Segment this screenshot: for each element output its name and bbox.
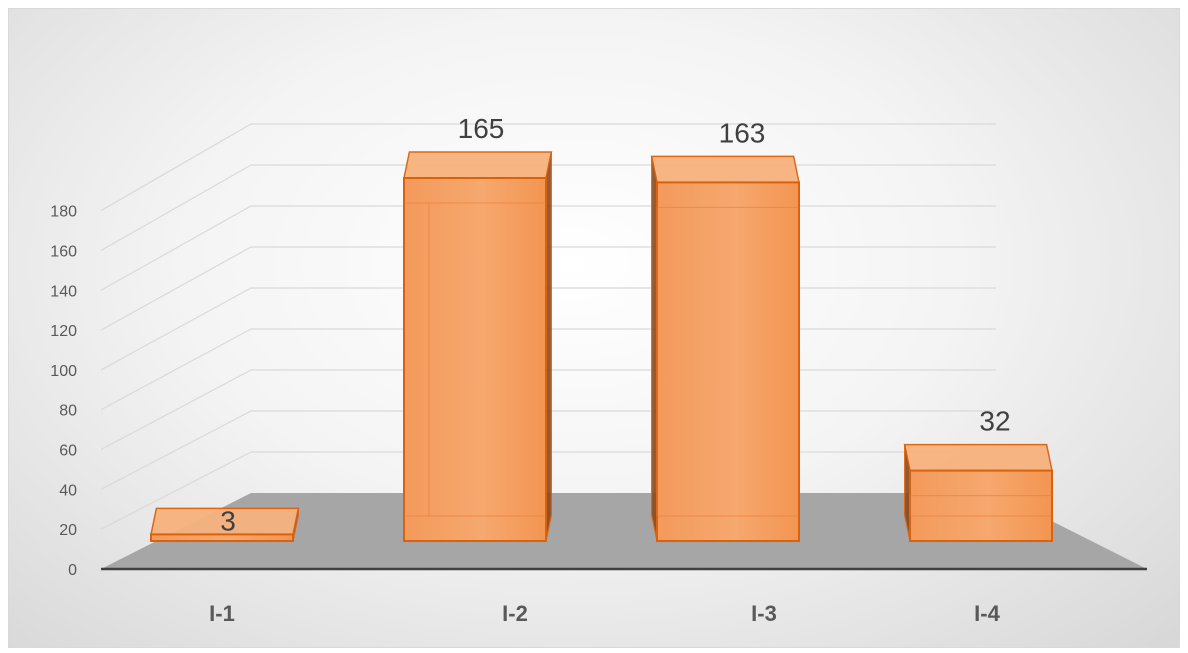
y-tick-label: 0 (68, 562, 77, 579)
y-tick-label: 160 (50, 243, 77, 260)
bar-top-face (403, 151, 553, 179)
bar-I-4 (903, 443, 1053, 543)
labels: 3 I-1 165 I-2 163 I-3 32 I-4 (209, 113, 1010, 626)
x-tick-label: I-2 (502, 601, 528, 626)
bar-chart: 0 20 40 60 80 100 120 140 160 180 3 I-1 165 I-2 163 I-… (50, 113, 1147, 626)
bar-front-face (656, 181, 800, 542)
axes: 0 20 40 60 80 100 120 140 160 180 (50, 204, 1147, 579)
bar-top-face (650, 155, 800, 184)
gridline-side (100, 410, 252, 490)
y-tick-label: 60 (59, 443, 77, 460)
x-tick-label: I-4 (974, 601, 1000, 626)
x-tick-label: I-1 (209, 601, 235, 626)
y-tick-label: 80 (59, 403, 77, 420)
gridline-side (100, 205, 252, 291)
chart-area: 0 20 40 60 80 100 120 140 160 180 3 I-1 165 I-2 163 I-… (8, 8, 1180, 648)
chart-floor (101, 493, 1147, 569)
gridline-side (100, 287, 252, 371)
bars (150, 151, 1053, 543)
x-tick-label: I-3 (751, 601, 777, 626)
gridline-side (100, 451, 252, 530)
data-label: 165 (458, 113, 505, 144)
bar-I-1 (150, 507, 300, 543)
bar-I-2 (403, 151, 553, 542)
y-tick-label: 100 (50, 363, 77, 380)
y-tick-label: 140 (50, 283, 77, 300)
floor-plane (101, 493, 1147, 569)
data-label: 32 (979, 406, 1010, 437)
bar-top-face (903, 443, 1053, 472)
data-label: 163 (719, 117, 766, 148)
y-tick-label: 20 (59, 522, 77, 539)
bar-front-face (909, 469, 1053, 543)
gridline-side (100, 328, 252, 411)
gridlines (100, 123, 996, 530)
gridline-side (100, 369, 252, 451)
bar-front-face (403, 177, 547, 542)
gridline-side (100, 123, 252, 212)
y-tick-label: 40 (59, 482, 77, 499)
bar-I-3 (650, 155, 800, 542)
gridline-side (100, 164, 252, 251)
data-label: 3 (220, 505, 236, 536)
gridline-side (100, 246, 252, 331)
y-tick-label: 180 (50, 204, 77, 221)
bar-front-face (150, 533, 294, 543)
y-tick-label: 120 (50, 323, 77, 340)
